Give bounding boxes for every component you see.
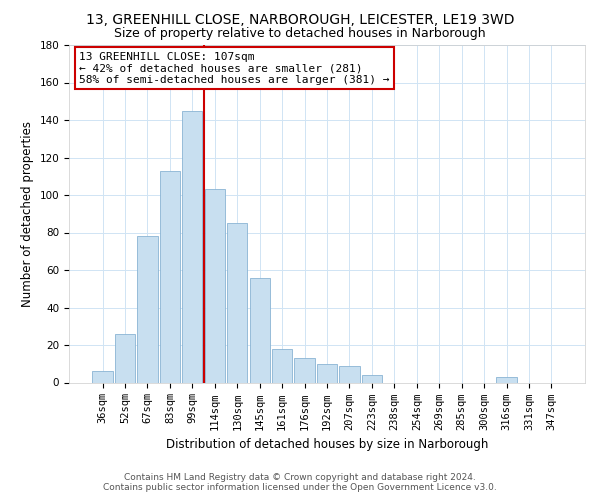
Bar [160, 170, 180, 382]
Text: Size of property relative to detached houses in Narborough: Size of property relative to detached ho… [114, 28, 486, 40]
Bar [496, 377, 517, 382]
Y-axis label: Number of detached properties: Number of detached properties [21, 120, 34, 306]
Bar [182, 110, 202, 382]
Bar [115, 334, 135, 382]
Bar [137, 236, 158, 382]
Bar [362, 375, 382, 382]
Bar [340, 366, 359, 382]
Text: 13 GREENHILL CLOSE: 107sqm
← 42% of detached houses are smaller (281)
58% of sem: 13 GREENHILL CLOSE: 107sqm ← 42% of deta… [79, 52, 390, 85]
X-axis label: Distribution of detached houses by size in Narborough: Distribution of detached houses by size … [166, 438, 488, 451]
Bar [205, 190, 225, 382]
Text: 13, GREENHILL CLOSE, NARBOROUGH, LEICESTER, LE19 3WD: 13, GREENHILL CLOSE, NARBOROUGH, LEICEST… [86, 12, 514, 26]
Bar [272, 349, 292, 382]
Bar [295, 358, 314, 382]
Text: Contains HM Land Registry data © Crown copyright and database right 2024.
Contai: Contains HM Land Registry data © Crown c… [103, 473, 497, 492]
Bar [250, 278, 270, 382]
Bar [317, 364, 337, 382]
Bar [227, 223, 247, 382]
Bar [92, 371, 113, 382]
